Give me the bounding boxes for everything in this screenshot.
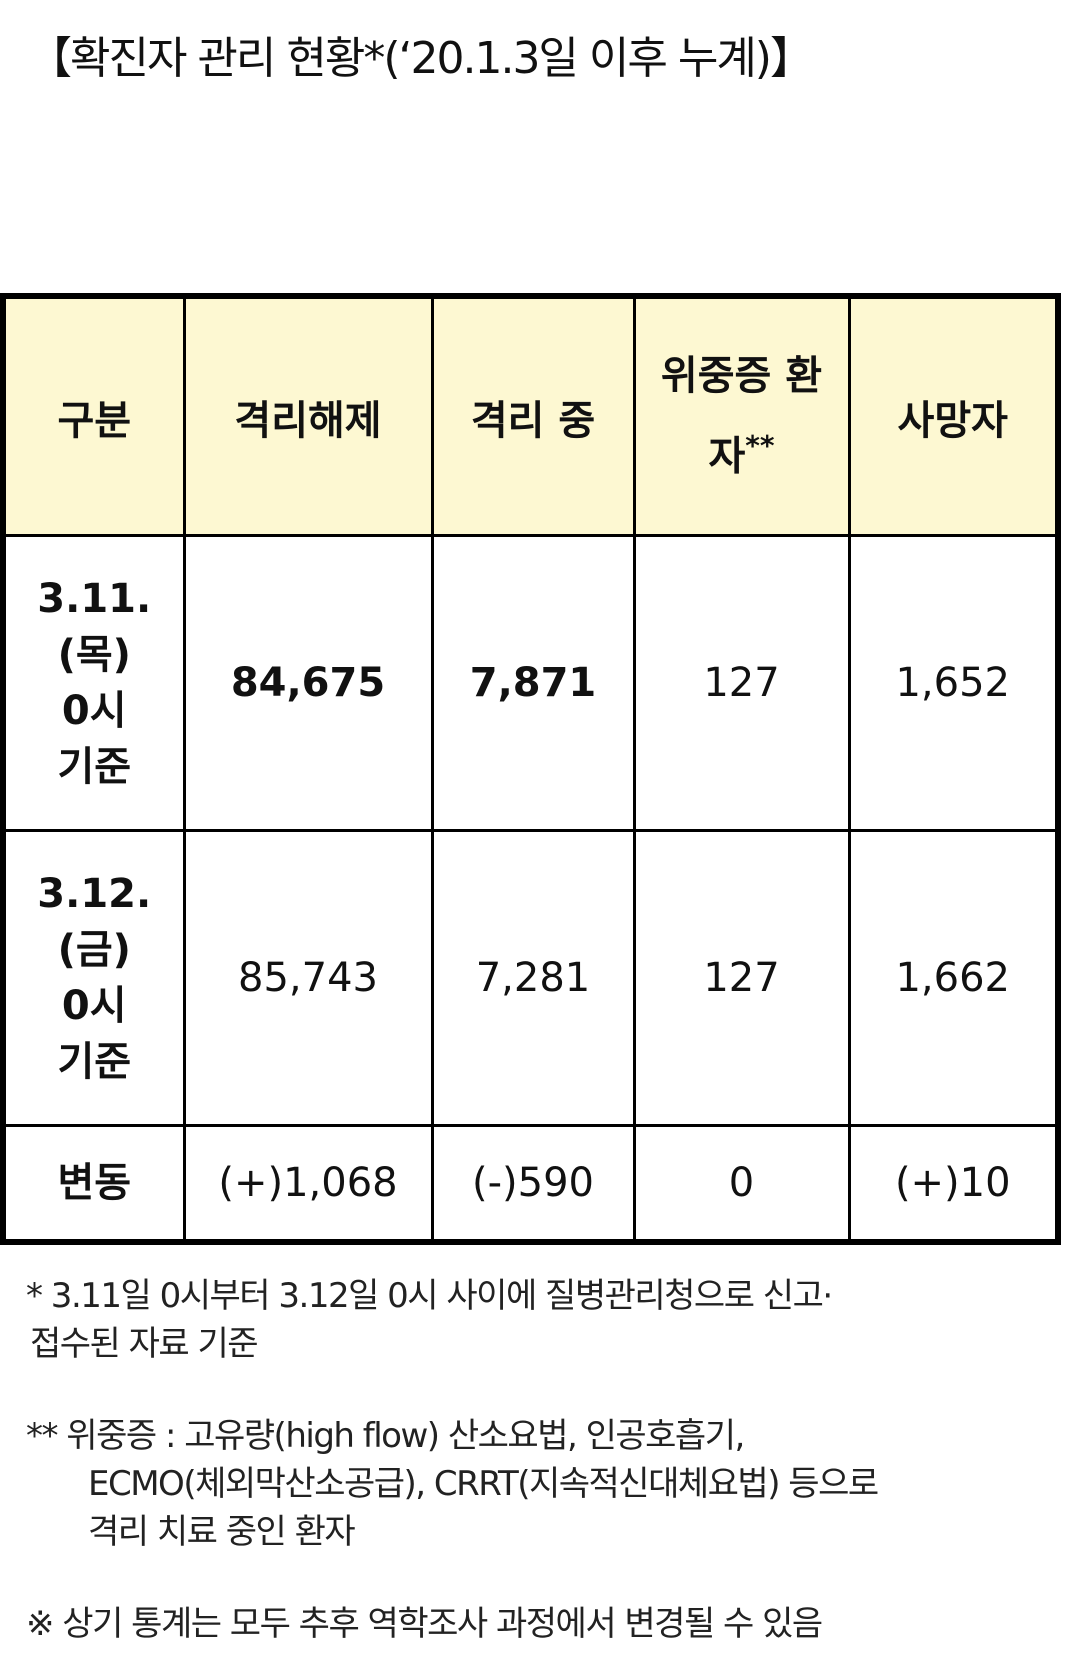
cell-value: 1,662	[895, 955, 1010, 1001]
header-text: 격리해제	[234, 397, 382, 444]
header-row: 구분 격리해제 격리 중 위중증 환자** 사망자	[1, 294, 1060, 537]
table-cell: 7,871	[430, 534, 636, 832]
row-label-line: 3.11.	[37, 576, 152, 622]
table-cell: 0	[632, 1124, 851, 1244]
note-line: ** 위중증 : 고유량(high flow) 산소요법, 인공호흡기,	[26, 1416, 745, 1456]
header-cell: 격리해제	[182, 294, 434, 537]
header-text: 위중증 환자	[660, 353, 823, 480]
table-cell: 84,675	[182, 534, 434, 832]
row-label-line: 기준	[57, 1039, 132, 1085]
header-text: 사망자	[897, 397, 1008, 444]
table-cell: 1,662	[847, 829, 1060, 1127]
notes: * 3.11일 0시부터 3.12일 0시 사이에 질병관리청으로 신고· 접수된…	[26, 1272, 879, 1648]
note-line: ※ 상기 통계는 모두 추후 역학조사 과정에서 변경될 수 있음	[26, 1604, 823, 1644]
cell-value: (+)10	[894, 1160, 1011, 1206]
cell-value: 1,652	[895, 660, 1010, 706]
table-cell: 127	[632, 534, 851, 832]
header-mark: **	[745, 429, 775, 463]
row-label-line: 0시	[61, 688, 127, 734]
note-line: ECMO(체외막산소공급), CRRT(지속적신대체요법) 등으로	[88, 1464, 879, 1504]
table-cell: 127	[632, 829, 851, 1127]
status-table: 구분 격리해제 격리 중 위중증 환자** 사망자 3.11. (목) 0시 기준 84,675 7…	[0, 293, 1061, 1245]
table-cell: (-)590	[430, 1124, 636, 1244]
data-row: 변동 (+)1,068 (-)590 0 (+)10	[1, 1124, 1060, 1244]
cell-value: 127	[703, 660, 780, 706]
title: 【확진자 관리 현황*(‘20.1.3일 이후 누계)】	[28, 33, 814, 84]
cell-value: 7,281	[475, 955, 591, 1001]
table-cell: (+)10	[847, 1124, 1060, 1244]
cell-value: 84,675	[230, 660, 386, 706]
cell-value: 85,743	[238, 955, 378, 1001]
header-cell: 격리 중	[430, 294, 636, 537]
header-cell: 구분	[1, 294, 186, 537]
header-text: 격리 중	[470, 397, 596, 444]
table-cell: 1,652	[847, 534, 1060, 832]
header-text: 구분	[57, 397, 132, 444]
table-cell: 85,743	[182, 829, 434, 1127]
note: * 3.11일 0시부터 3.12일 0시 사이에 질병관리청으로 신고· 접수된…	[26, 1272, 878, 1368]
cell-value: 7,871	[469, 660, 597, 706]
note: ** 위중증 : 고유량(high flow) 산소요법, 인공호흡기, ECMO…	[26, 1412, 879, 1556]
header-cell: 위중증 환자**	[632, 294, 851, 537]
cell-value: 0	[728, 1160, 755, 1206]
cell-value: (+)1,068	[218, 1160, 398, 1206]
table-cell: 7,281	[430, 829, 636, 1127]
row-label-line: 3.12.	[37, 871, 152, 917]
note-line: * 3.11일 0시부터 3.12일 0시 사이에 질병관리청으로 신고·	[26, 1276, 833, 1316]
table-cell: 변동	[1, 1124, 186, 1244]
table-cell: (+)1,068	[182, 1124, 434, 1244]
cell-value: 127	[703, 955, 780, 1001]
row-label-line: (목)	[57, 632, 131, 678]
row-label-line: 기준	[57, 744, 132, 790]
cell-value: (-)590	[472, 1160, 594, 1206]
row-label-line: (금)	[57, 927, 131, 973]
note-line: 격리 치료 중인 환자	[88, 1512, 356, 1552]
row-label-line: 0시	[61, 983, 127, 1029]
note-line: 접수된 자료 기준	[30, 1324, 259, 1364]
note: ※ 상기 통계는 모두 추후 역학조사 과정에서 변경될 수 있음	[26, 1600, 878, 1648]
header-cell: 사망자	[847, 294, 1060, 537]
row-label-line: 변동	[57, 1160, 132, 1206]
